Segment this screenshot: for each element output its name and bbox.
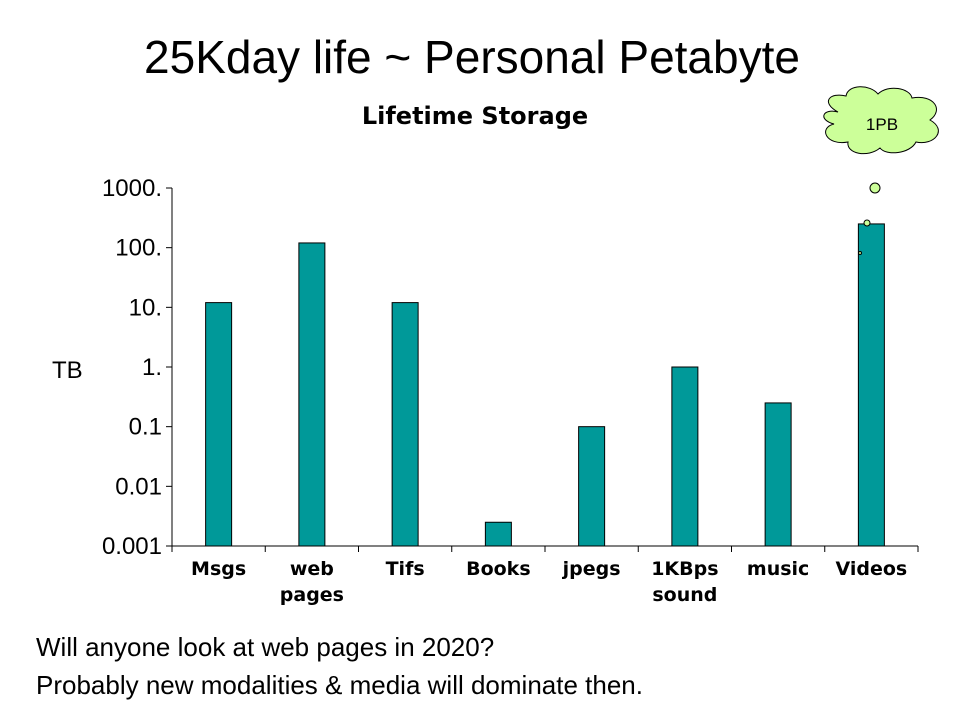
y-tick-label: 0.01 xyxy=(115,473,162,500)
bar xyxy=(205,302,233,547)
bar xyxy=(578,426,606,547)
y-axis-label: TB xyxy=(52,357,83,384)
y-tick-label: 0.001 xyxy=(102,533,162,560)
y-tick-label: 1000. xyxy=(102,175,162,202)
y-tick-label: 100. xyxy=(115,235,162,262)
callout-bubble-large xyxy=(869,182,881,194)
cloud-shape xyxy=(823,86,939,155)
x-category-label: Books xyxy=(466,558,531,580)
callout-label: 1PB xyxy=(866,115,898,134)
x-category-label: Videos xyxy=(836,558,908,580)
footnote-web-pages: Will anyone look at web pages in 2020? xyxy=(36,632,495,662)
y-tick-label: 0.1 xyxy=(129,414,162,441)
callout-1pb: 1PB xyxy=(823,86,939,255)
bar xyxy=(857,223,885,547)
bar xyxy=(484,521,512,547)
x-category-label: music xyxy=(747,558,809,580)
x-category-label: sound xyxy=(652,584,717,606)
chart-title: Lifetime Storage xyxy=(362,102,588,130)
y-tick-label: 10. xyxy=(129,294,162,321)
callout-bubble-small xyxy=(858,251,862,255)
x-category-label: Msgs xyxy=(191,558,246,580)
y-tick-label: 1. xyxy=(142,354,162,381)
x-category-label: pages xyxy=(280,584,344,606)
plot-area: 0.001 0.01 0.1 1. 10. 100. 1000. Msgs web pages Ti… xyxy=(102,175,919,606)
x-category-label: Tifs xyxy=(386,558,425,580)
x-category-label: 1KBps xyxy=(651,558,718,580)
x-category-label: jpegs xyxy=(562,558,621,580)
x-category-label: web xyxy=(290,558,334,580)
bar xyxy=(391,302,419,547)
callout-bubble-medium xyxy=(863,219,871,227)
bar xyxy=(298,242,326,547)
bar xyxy=(764,402,792,547)
footnote-new-modalities: Probably new modalities & media will dom… xyxy=(36,670,643,700)
bar xyxy=(671,366,699,547)
slide-title: 25Kday life ~ Personal Petabyte xyxy=(144,31,800,83)
